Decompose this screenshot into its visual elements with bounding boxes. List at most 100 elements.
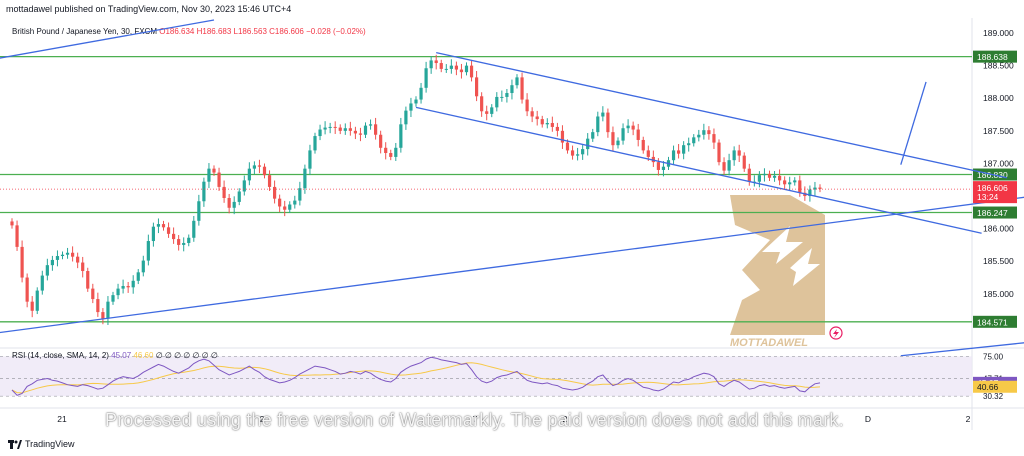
candle-body bbox=[439, 63, 443, 69]
price-tick-label: 189.000 bbox=[983, 28, 1014, 38]
candle-body bbox=[555, 126, 559, 131]
candle-body bbox=[242, 180, 246, 192]
candle-body bbox=[151, 226, 155, 242]
symbol-legend: British Pound / Japanese Yen, 30, FXCM O… bbox=[12, 27, 366, 36]
candle-body bbox=[131, 280, 135, 288]
candle-body bbox=[581, 149, 585, 155]
candle-body bbox=[308, 150, 312, 169]
level-badge-label: 188.638 bbox=[977, 52, 1008, 62]
candle-body bbox=[192, 220, 196, 238]
candle-body bbox=[257, 165, 262, 167]
candle-body bbox=[671, 150, 676, 161]
rsi-sma-badge bbox=[973, 380, 1017, 393]
time-tick-label: 2 bbox=[563, 414, 568, 424]
legend-open: O186.634 bbox=[159, 27, 195, 36]
level-badge bbox=[973, 315, 1017, 328]
candle-body bbox=[742, 155, 746, 169]
logo-arrow-down bbox=[790, 248, 820, 286]
candle-body bbox=[318, 129, 322, 137]
candle-body bbox=[747, 168, 751, 182]
candle-body bbox=[45, 265, 49, 276]
candle-body bbox=[81, 262, 85, 272]
tradingview-logo[interactable]: TradingView bbox=[8, 439, 75, 449]
candle-body bbox=[424, 68, 428, 88]
candle-body bbox=[480, 96, 484, 112]
candle-body bbox=[712, 134, 716, 143]
trendline bbox=[415, 106, 982, 234]
candle-body bbox=[707, 130, 711, 135]
rsi-legend: RSI (14, close, SMA, 14, 2) 45.07 46.60 … bbox=[12, 351, 218, 360]
candle-body bbox=[237, 191, 241, 202]
candle-body bbox=[525, 99, 529, 112]
candle-body bbox=[273, 186, 277, 199]
lightning-icon bbox=[833, 329, 839, 338]
candle-body bbox=[30, 301, 34, 311]
trendline bbox=[0, 19, 215, 59]
candle-body bbox=[96, 299, 100, 313]
candle-body bbox=[505, 93, 509, 97]
time-tick-label: D bbox=[865, 414, 871, 424]
candle-body bbox=[76, 256, 80, 263]
candle-body bbox=[737, 150, 741, 156]
candle-body bbox=[520, 77, 524, 100]
current-price-label: 186.606 bbox=[977, 183, 1008, 193]
candle-body bbox=[798, 180, 802, 193]
candle-body bbox=[187, 237, 191, 243]
candle-body bbox=[495, 96, 499, 108]
candle-body bbox=[146, 241, 150, 261]
candle-body bbox=[560, 130, 565, 143]
candle-body bbox=[20, 246, 24, 278]
candle-body bbox=[404, 110, 408, 125]
watermark-text: Processed using the free version of Wate… bbox=[105, 410, 844, 430]
candle-body bbox=[358, 133, 363, 135]
candle-body bbox=[409, 103, 413, 111]
candle-body bbox=[631, 125, 635, 130]
rsi-tick-label: 30.32 bbox=[983, 392, 1004, 401]
candle-body bbox=[374, 124, 378, 135]
candle-body bbox=[298, 188, 302, 201]
candle-body bbox=[762, 173, 767, 176]
candle-body bbox=[323, 127, 327, 130]
candle-body bbox=[91, 288, 95, 300]
candle-body bbox=[656, 162, 660, 170]
time-tick-label: 7 bbox=[473, 414, 478, 424]
candle-body bbox=[611, 132, 615, 146]
candle-body bbox=[35, 290, 39, 311]
candle-body bbox=[313, 136, 317, 151]
candle-body bbox=[510, 85, 514, 94]
candle-body bbox=[182, 242, 186, 245]
candle-body bbox=[60, 254, 65, 257]
legend-low: L186.563 bbox=[233, 27, 267, 36]
rsi-tick-label: 75.00 bbox=[983, 352, 1004, 361]
candle-body bbox=[217, 172, 221, 187]
candle-body bbox=[464, 65, 469, 73]
price-tick-label: 187.500 bbox=[983, 126, 1014, 136]
symbol-title: British Pound / Japanese Yen, 30, FXCM bbox=[12, 27, 157, 36]
candle-body bbox=[293, 200, 297, 205]
candle-body bbox=[757, 175, 761, 182]
candle-body bbox=[288, 204, 292, 210]
candle-body bbox=[717, 142, 721, 163]
candle-body bbox=[379, 134, 383, 148]
candle-body bbox=[86, 271, 90, 289]
logo-arrow-up bbox=[762, 226, 803, 264]
candle-body bbox=[626, 125, 630, 129]
candle-body bbox=[15, 225, 19, 247]
candle-body bbox=[247, 168, 251, 181]
candle-body bbox=[702, 130, 706, 135]
candle-body bbox=[545, 123, 549, 125]
candle-body bbox=[449, 65, 453, 69]
logo-text: MOTTADAWEL bbox=[730, 337, 808, 349]
candle-body bbox=[485, 111, 489, 114]
rsi-legend-extras: ∅ ∅ ∅ ∅ ∅ ∅ ∅ bbox=[155, 351, 218, 360]
candle-body bbox=[788, 182, 792, 185]
candle-body bbox=[202, 181, 206, 202]
candle-body bbox=[156, 224, 161, 227]
rsi-sma-line bbox=[11, 362, 821, 394]
candle-body bbox=[399, 124, 403, 148]
trendline bbox=[900, 342, 1024, 357]
candle-body bbox=[490, 107, 494, 114]
publisher-line: mottadawel published on TradingView.com,… bbox=[6, 4, 292, 14]
candle-body bbox=[616, 140, 620, 146]
